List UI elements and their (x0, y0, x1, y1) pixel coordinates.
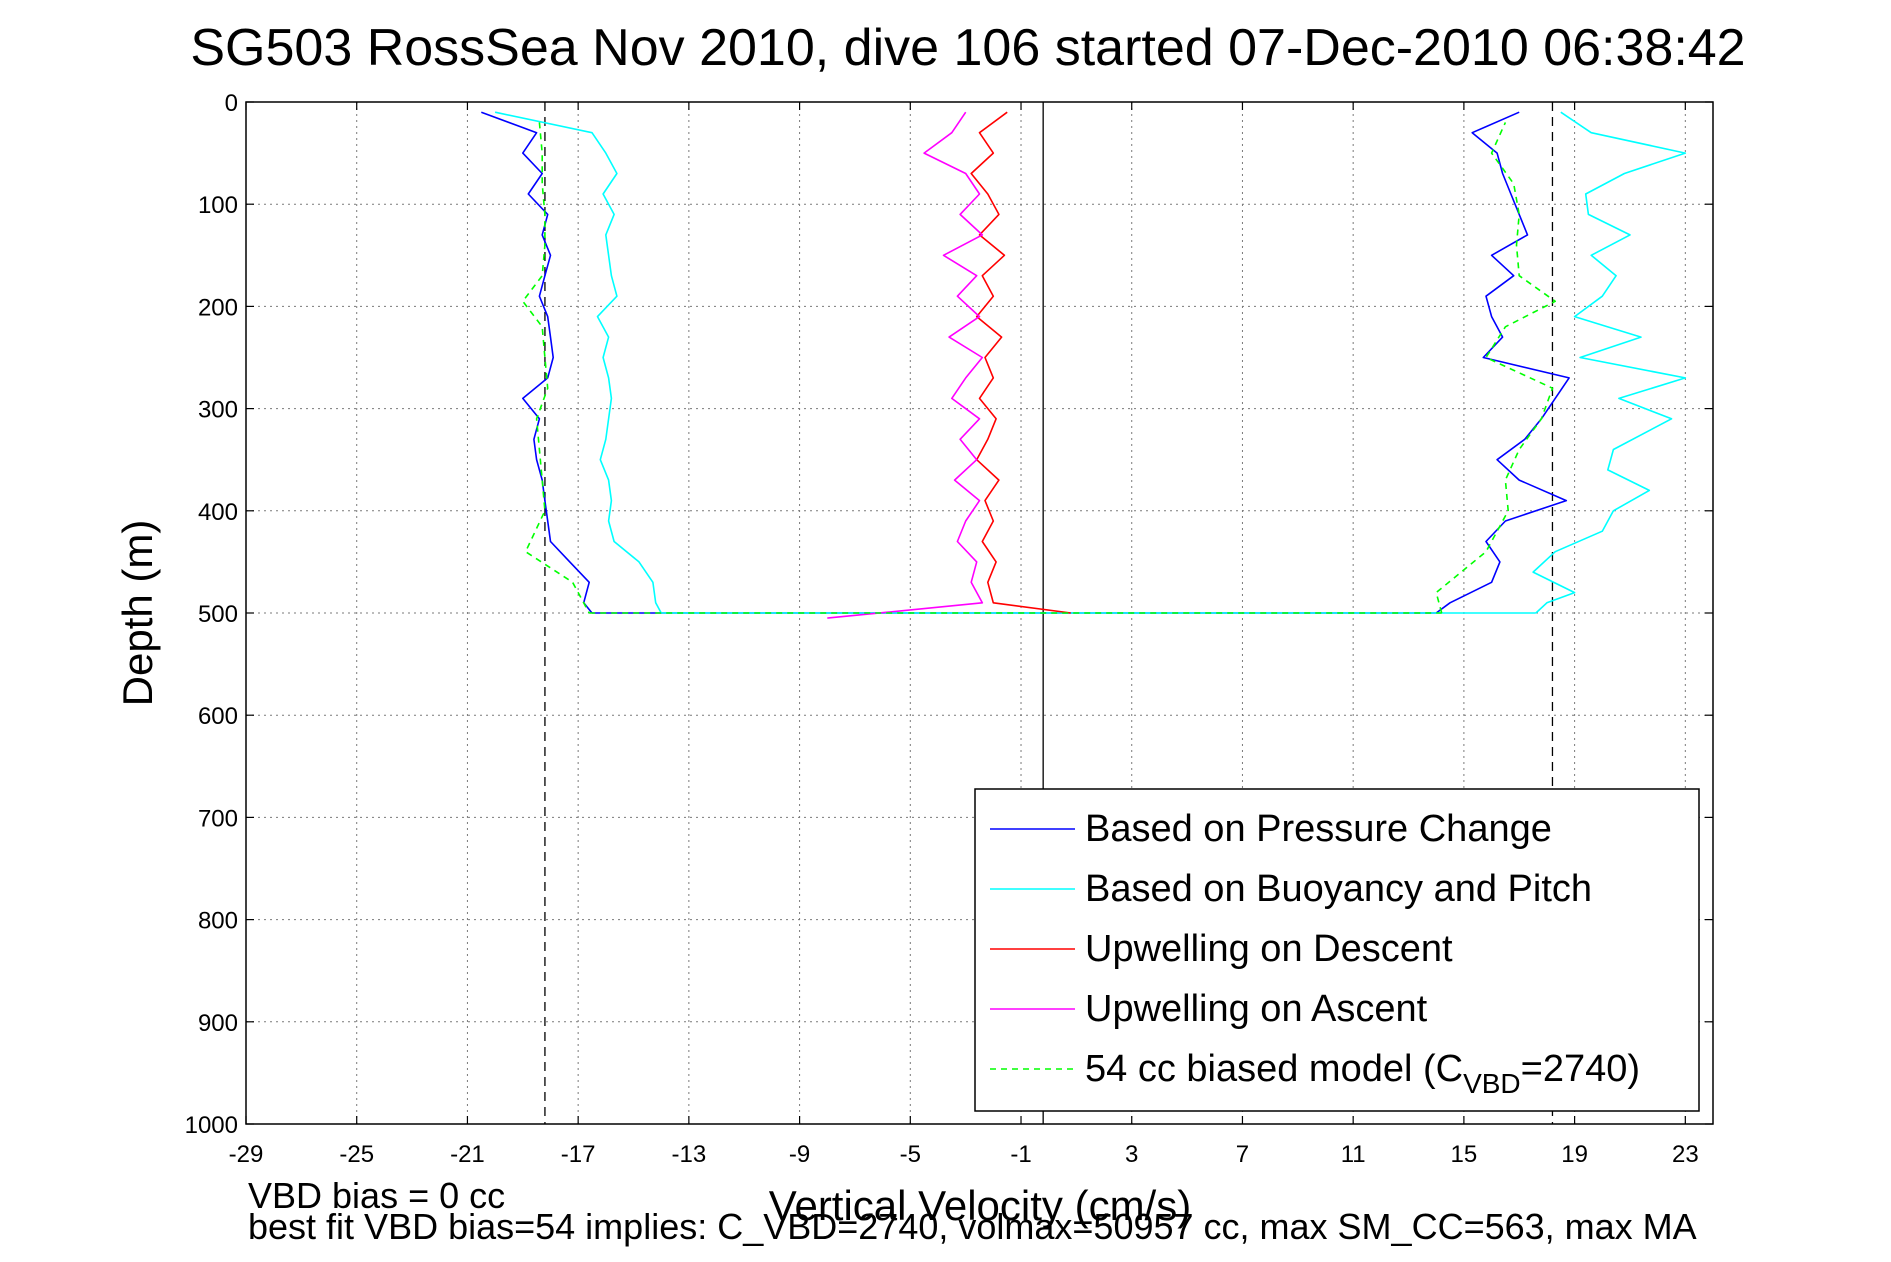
y-tick-label: 0 (225, 90, 238, 117)
y-tick-label: 100 (198, 192, 238, 219)
y-tick-label: 500 (198, 601, 238, 628)
y-tick-label: 800 (198, 908, 238, 935)
series-lines (481, 111, 1687, 619)
y-tick-label: 900 (198, 1010, 238, 1037)
y-axis-ticks: 0 100 200 300 400 500 600 700 800 900 1000 (185, 90, 1713, 1139)
series-0-descent-line (481, 111, 593, 614)
x-tick-label: -9 (789, 1141, 810, 1168)
x-tick-label: 19 (1561, 1141, 1588, 1168)
chart-title: SG503 RossSea Nov 2010, dive 106 started… (190, 19, 1745, 77)
legend-label-suffix: =2740) (1521, 1048, 1640, 1090)
series-3-profile-line (827, 111, 984, 619)
legend: Based on Pressure Change Based on Buoyanc… (974, 788, 1700, 1112)
x-tick-label: 11 (1341, 1141, 1366, 1168)
x-tick-label: -13 (672, 1141, 707, 1168)
x-tick-label: 23 (1672, 1141, 1699, 1168)
x-tick-label: -1 (1010, 1141, 1031, 1168)
legend-label: Based on Buoyancy and Pitch (1085, 868, 1592, 910)
legend-label: 54 cc biased model (CVBD=2740) (1085, 1048, 1640, 1099)
y-tick-label: 300 (198, 397, 238, 424)
x-tick-label: -17 (561, 1141, 596, 1168)
y-tick-label: 600 (198, 703, 238, 730)
y-tick-label: 700 (198, 805, 238, 832)
y-axis-label: Depth (m) (114, 520, 161, 707)
vbd-bias-note: VBD bias = 0 cc (248, 1175, 506, 1216)
y-tick-label: 1000 (185, 1112, 238, 1139)
series-0-ascent-line (1435, 111, 1570, 614)
x-tick-label: 3 (1125, 1141, 1138, 1168)
legend-label-text: Based on Pressure Change (1085, 808, 1552, 850)
x-tick-label: -29 (229, 1141, 264, 1168)
series-1-ascent-line (1532, 111, 1687, 614)
x-axis-label: Vertical Velocity (cm/s) (769, 1182, 1191, 1229)
x-tick-label: 7 (1236, 1141, 1249, 1168)
legend-box (974, 788, 1700, 1112)
series-4-descent-line (521, 122, 590, 614)
legend-label: Upwelling on Descent (1085, 928, 1453, 970)
x-tick-label: -21 (450, 1141, 485, 1168)
series-2-profile-line (970, 111, 1071, 614)
legend-label-text: Based on Buoyancy and Pitch (1085, 868, 1592, 910)
series-1-descent-line (494, 111, 662, 614)
legend-label-text: 54 cc biased model (C (1085, 1048, 1463, 1090)
y-tick-label: 400 (198, 499, 238, 526)
x-tick-label: -5 (900, 1141, 921, 1168)
legend-label-text: Upwelling on Ascent (1085, 988, 1428, 1030)
y-tick-label: 200 (198, 294, 238, 321)
legend-label: Based on Pressure Change (1085, 808, 1552, 850)
best-fit-note: best fit VBD bias=54 implies: C_VBD=2740… (248, 1206, 1697, 1247)
legend-label-subscript: VBD (1463, 1068, 1521, 1099)
legend-label-text: Upwelling on Descent (1085, 928, 1453, 970)
legend-label: Upwelling on Ascent (1085, 988, 1428, 1030)
x-tick-label: -25 (339, 1141, 374, 1168)
x-axis-ticks: -29 -25 -21 -17 -13 -9 -5 -1 3 7 11 15 19 23 (229, 102, 1699, 1168)
x-tick-label: 15 (1451, 1141, 1478, 1168)
series-4-ascent-line (1435, 122, 1556, 614)
